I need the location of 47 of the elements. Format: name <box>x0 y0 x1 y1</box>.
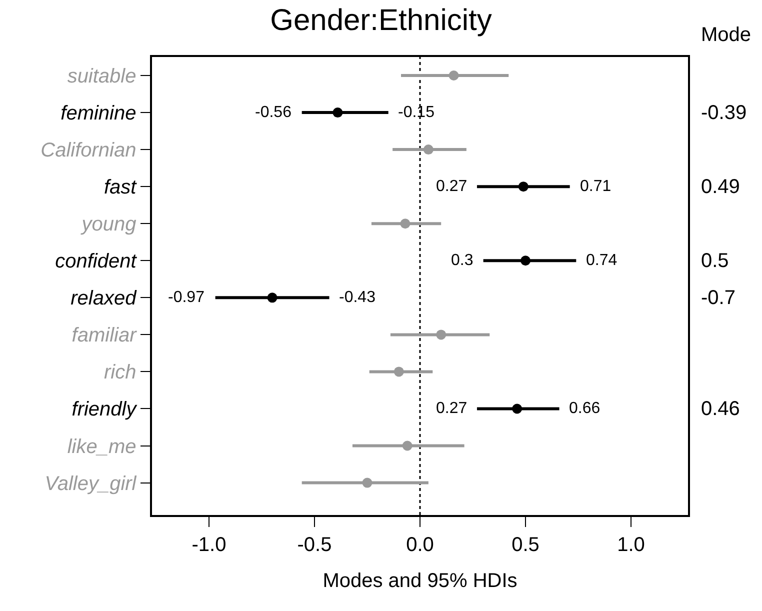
y-tick-label: like_me <box>67 436 136 458</box>
point <box>423 144 434 155</box>
point <box>436 330 446 340</box>
point <box>512 404 522 414</box>
point <box>267 292 278 303</box>
point <box>520 256 531 266</box>
x-tick-label: -0.5 <box>297 534 332 556</box>
text: 0.5 <box>701 250 729 272</box>
y-tick-label: suitable <box>67 66 136 88</box>
y-tick-label: rich <box>104 362 136 384</box>
x-tick-label: 0.0 <box>406 534 434 556</box>
text: 0.49 <box>701 176 740 198</box>
x-tick-label: 1.0 <box>617 534 645 556</box>
x-axis-title: Modes and 95% HDIs <box>322 570 518 592</box>
point <box>332 108 343 118</box>
text: -0.39 <box>701 102 747 124</box>
annotation: 0.27 <box>436 400 468 417</box>
annotation: -0.56 <box>255 104 292 121</box>
y-tick-label: fast <box>104 176 138 199</box>
x-tick-label: 0.5 <box>512 534 540 556</box>
y-tick-label: Californian <box>40 140 136 162</box>
annotation: 0.27 <box>436 178 468 195</box>
point <box>402 440 412 451</box>
text: -0.7 <box>701 287 736 309</box>
annotation: -0.15 <box>398 104 435 121</box>
x-tick-label: -1.0 <box>192 534 226 556</box>
annotation: -0.97 <box>168 289 205 306</box>
text: Mode <box>701 24 752 46</box>
point <box>400 218 410 229</box>
annotation: -0.43 <box>339 289 376 306</box>
point <box>518 182 528 192</box>
y-tick-label: friendly <box>72 398 138 421</box>
point <box>394 366 404 377</box>
annotation: 0.3 <box>451 252 474 269</box>
y-tick-label: Valley_girl <box>44 472 137 495</box>
annotation: 0.74 <box>586 252 618 269</box>
annotation: 0.66 <box>569 400 600 417</box>
y-tick-label: young <box>80 214 136 236</box>
y-tick-label: relaxed <box>70 288 138 310</box>
point <box>448 70 459 81</box>
y-tick-label: familiar <box>72 324 138 347</box>
text: 0.46 <box>701 398 740 420</box>
point <box>362 478 372 488</box>
y-tick-label: confident <box>55 250 138 273</box>
annotation: 0.71 <box>580 178 612 195</box>
chart-title: Gender:Ethnicity <box>270 4 492 38</box>
y-tick-label: feminine <box>60 102 136 125</box>
